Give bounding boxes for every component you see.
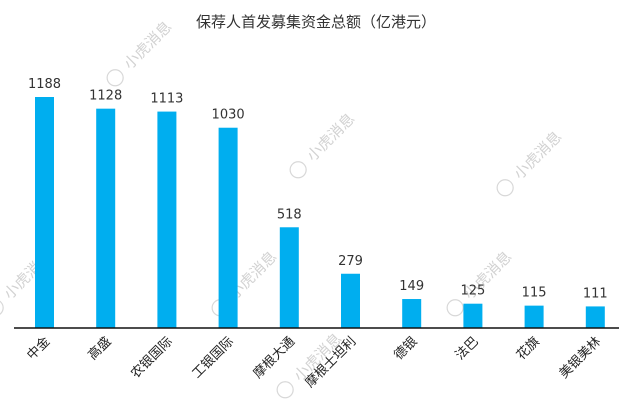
x-tick-label-1: 高盛 (85, 334, 115, 364)
bar-1 (96, 108, 116, 329)
watermark-text: 小虎消息 (303, 110, 358, 165)
x-tick-label-9: 美银美林 (557, 334, 604, 381)
bar-4 (279, 227, 299, 328)
data-label-2: 1113 (150, 92, 183, 107)
bar-5 (341, 273, 360, 328)
x-tick-label-6: 德银 (392, 334, 421, 363)
bar-9 (585, 306, 605, 328)
data-label-0: 1188 (28, 77, 61, 92)
bar-2 (157, 111, 177, 328)
x-tick-label-8: 花旗 (513, 334, 543, 364)
bar-8 (524, 305, 544, 328)
watermark-text: 小虎消息 (120, 18, 175, 73)
watermark: 小虎消息 (496, 128, 565, 197)
bar-series: 1188 1128 1113 1030 518 279 149 125 115 111 (28, 77, 608, 329)
watermark-logo-icon (106, 69, 124, 87)
watermark: 小虎消息 (106, 18, 175, 87)
data-label-5: 279 (338, 254, 363, 269)
data-label-7: 125 (460, 284, 485, 299)
x-tick-label-7: 法巴 (453, 334, 482, 363)
watermark-logo-icon (0, 299, 4, 317)
bar-3 (218, 127, 238, 328)
x-tick-label-4: 摩根大通 (250, 334, 298, 382)
bar-0 (35, 97, 54, 328)
watermark: 小虎消息 (289, 110, 358, 179)
x-tick-label-2: 农银国际 (128, 334, 175, 381)
bar-7 (463, 303, 483, 328)
chart-title: 保荐人首发募集资金总额（亿港元） (196, 13, 436, 31)
data-label-1: 1128 (89, 89, 122, 104)
data-label-9: 111 (583, 286, 608, 301)
watermark-text: 小虎消息 (510, 128, 565, 183)
watermark-logo-icon (289, 161, 307, 179)
data-label-3: 1030 (212, 108, 245, 123)
data-label-8: 115 (522, 286, 547, 301)
data-label-6: 149 (399, 279, 424, 294)
watermark-logo-icon (276, 381, 294, 399)
x-tick-label-3: 工银国际 (190, 334, 237, 381)
watermark-logo-icon (496, 179, 514, 197)
x-tick-label-0: 中金 (24, 334, 54, 364)
data-label-4: 518 (277, 207, 302, 222)
bar-6 (402, 299, 422, 328)
watermark-logo-icon (446, 299, 464, 317)
